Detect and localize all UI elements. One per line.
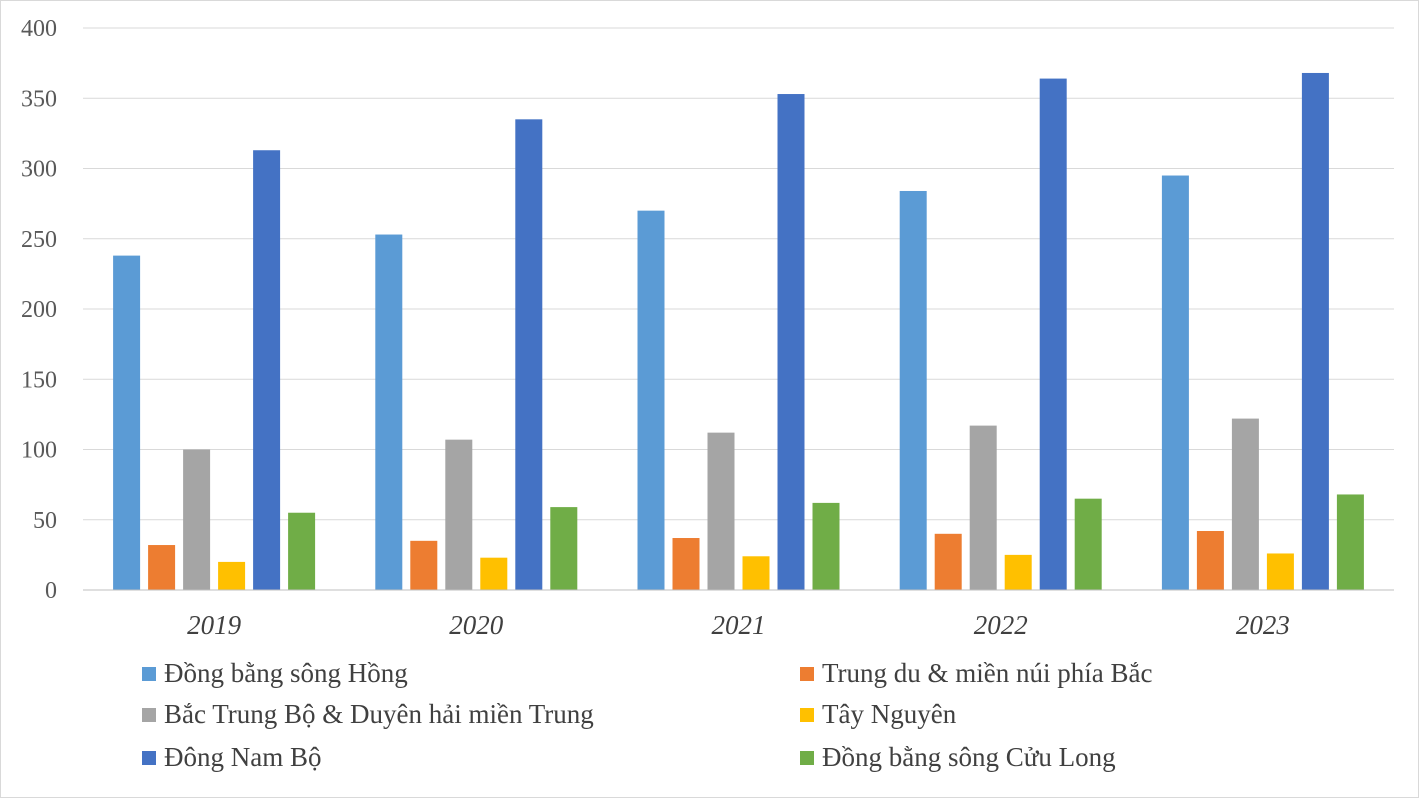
bar-2020-series-3 — [445, 439, 473, 590]
bar-2020-series-5 — [515, 119, 543, 590]
legend-label: Đồng bằng sông Cửu Long — [822, 742, 1116, 772]
y-tick-label: 0 — [45, 578, 57, 604]
y-tick-label: 350 — [21, 86, 57, 112]
x-tick-label: 2022 — [974, 610, 1028, 640]
bar-2021-series-3 — [707, 432, 735, 590]
legend-swatch — [142, 667, 156, 681]
y-tick-label: 100 — [21, 438, 57, 464]
legend-label: Tây Nguyên — [822, 699, 957, 729]
legend-swatch — [142, 751, 156, 765]
bar-2019-series-3 — [183, 449, 211, 590]
bar-2022-series-3 — [969, 425, 997, 590]
x-tick-label: 2020 — [449, 610, 504, 640]
x-tick-label: 2019 — [187, 610, 242, 640]
legend-swatch — [800, 751, 814, 765]
bar-2023-series-3 — [1231, 418, 1259, 590]
bar-2022-series-2 — [934, 533, 962, 590]
bar-2022-series-1 — [899, 190, 927, 591]
bar-2023-series-1 — [1161, 175, 1189, 590]
legend-label: Đồng bằng sông Hồng — [164, 658, 408, 688]
y-axis-tick-labels: 0 50 100 150 200 250 300 350 400 — [21, 16, 57, 604]
y-tick-label: 400 — [21, 16, 57, 42]
bar-2019-series-6 — [288, 512, 316, 590]
bar-2020-series-4 — [480, 557, 508, 590]
bar-2019-series-5 — [253, 150, 281, 591]
x-tick-label: 2023 — [1236, 610, 1290, 640]
bar-2022-series-4 — [1004, 554, 1032, 590]
legend-label: Bắc Trung Bộ & Duyên hải miền Trung — [164, 699, 594, 729]
x-tick-label: 2021 — [712, 610, 766, 640]
bar-2022-series-5 — [1039, 78, 1067, 590]
legend-swatch — [142, 708, 156, 722]
bar-2019-series-4 — [218, 561, 246, 590]
y-tick-label: 300 — [21, 157, 57, 183]
bar-2019-series-1 — [113, 255, 141, 591]
bar-2021-series-6 — [812, 502, 840, 590]
legend-swatch — [800, 708, 814, 722]
y-tick-label: 250 — [21, 227, 57, 253]
bar-2020-series-1 — [375, 234, 403, 590]
bar-2023-series-6 — [1336, 494, 1364, 590]
legend-swatch — [800, 667, 814, 681]
x-axis-tick-labels: 2019 2020 2021 2022 2023 — [187, 610, 1290, 640]
bar-2021-series-4 — [742, 556, 770, 590]
bar-2021-series-1 — [637, 210, 665, 590]
bar-2022-series-6 — [1074, 498, 1102, 590]
y-tick-label: 150 — [21, 367, 57, 393]
bar-2023-series-5 — [1301, 72, 1329, 590]
bar-2021-series-5 — [777, 94, 805, 590]
y-tick-label: 200 — [21, 297, 57, 323]
legend-label: Trung du & miền núi phía Bắc — [822, 658, 1153, 688]
bar-2023-series-2 — [1196, 530, 1224, 590]
bars — [113, 72, 1364, 591]
bar-2019-series-2 — [148, 545, 176, 590]
bar-2023-series-4 — [1266, 553, 1294, 590]
legend-label: Đông Nam Bộ — [164, 742, 322, 772]
legend: Đồng bằng sông Hồng Trung du & miền núi p… — [142, 658, 1153, 772]
bar-2020-series-2 — [410, 540, 438, 590]
y-tick-label: 50 — [33, 508, 57, 534]
bar-2020-series-6 — [550, 507, 578, 590]
bar-2021-series-2 — [672, 538, 700, 590]
